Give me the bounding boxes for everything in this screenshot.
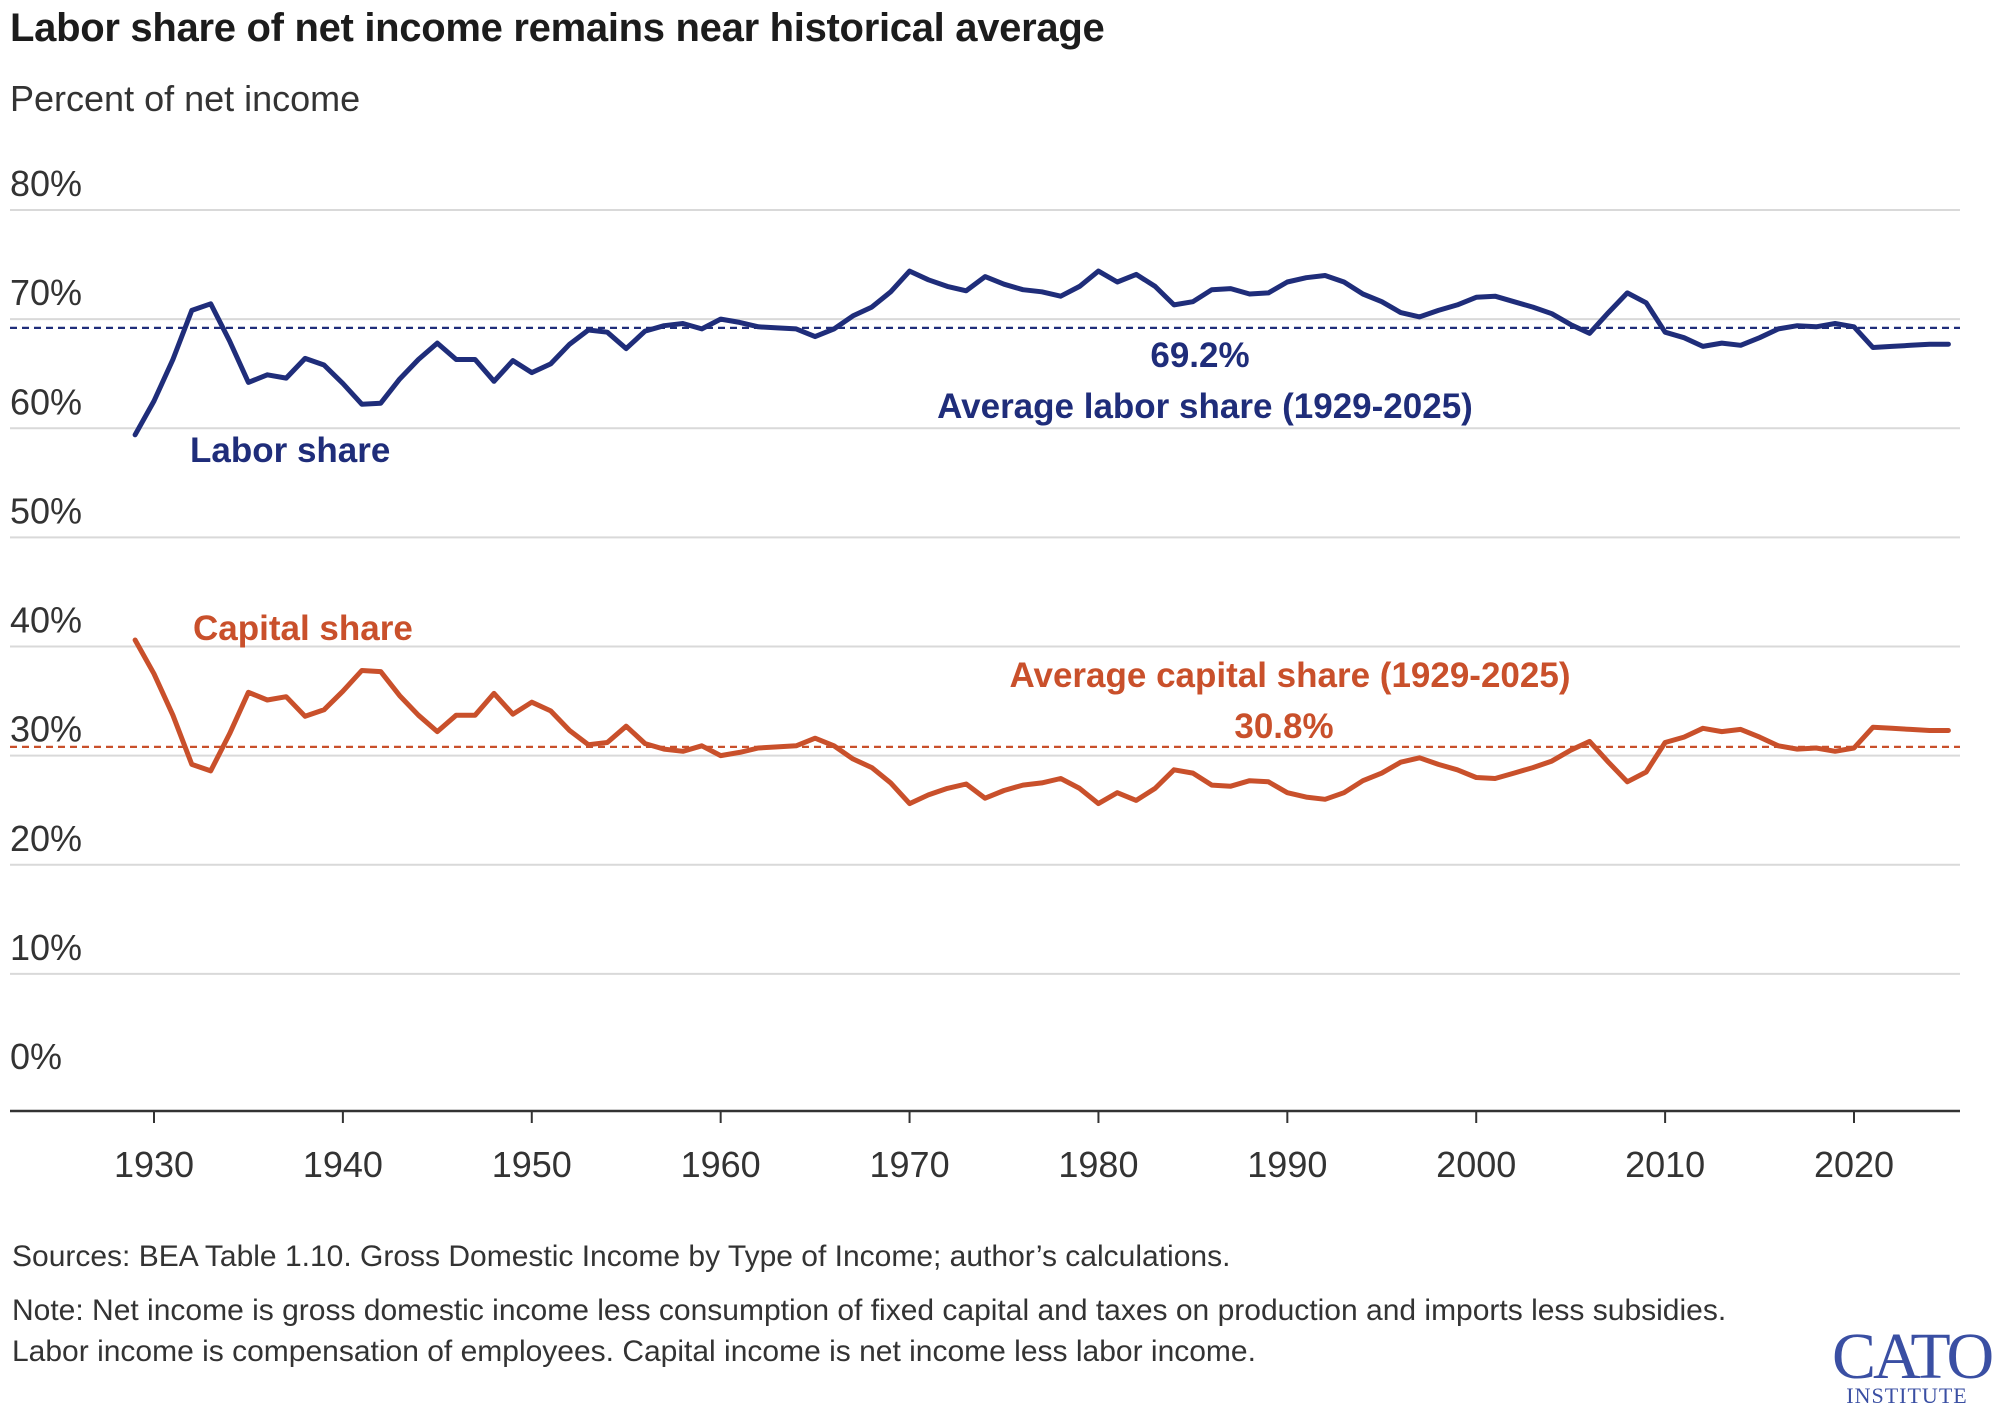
y-tick-label-40: 40% <box>10 600 82 641</box>
x-tick-label-1980: 1980 <box>1058 1144 1138 1185</box>
x-tick-label-1950: 1950 <box>492 1144 572 1185</box>
cato-institute-logo: CATO INSTITUTE <box>1832 1320 1994 1408</box>
sources-text: Sources: BEA Table 1.10. Gross Domestic … <box>12 1240 1231 1273</box>
capital-average-label: Average capital share (1929-2025) <box>1010 656 1571 695</box>
x-tick-label-2000: 2000 <box>1436 1144 1516 1185</box>
y-tick-label-0: 0% <box>10 1036 62 1077</box>
y-tick-label-80: 80% <box>10 163 82 204</box>
x-axis: 1930 1940 1950 1960 1970 1980 1990 2000 2010 2020 <box>10 1109 1960 1185</box>
capital-average-value: 30.8% <box>1234 707 1333 746</box>
x-tick-label-2010: 2010 <box>1625 1144 1705 1185</box>
y-tick-label-30: 30% <box>10 709 82 750</box>
y-tick-labels: 0% 10% 20% 30% 40% 50% 60% 70% 80% <box>10 163 82 1077</box>
y-tick-label-70: 70% <box>10 272 82 313</box>
gridlines <box>10 209 1960 975</box>
series-lines <box>132 268 1951 807</box>
labor-average-value: 69.2% <box>1150 336 1249 375</box>
capital-share-label: Capital share <box>193 609 413 648</box>
x-tick-label-1960: 1960 <box>681 1144 761 1185</box>
labor-average-label: Average labor share (1929-2025) <box>937 387 1473 426</box>
logo-wordmark: CATO <box>1832 1320 1994 1393</box>
y-tick-label-10: 10% <box>10 927 82 968</box>
line-chart: 0%10%20%30%40%50%60%70%80% 1930 1940 1950 1… <box>10 163 1960 1185</box>
y-tick-label-50: 50% <box>10 490 82 531</box>
y-tick-label-20: 20% <box>10 818 82 859</box>
x-tick-label-1940: 1940 <box>303 1144 383 1185</box>
y-axis-unit-label: Percent of net income <box>10 78 361 119</box>
series-line-labor <box>132 268 1951 438</box>
logo-subtext: INSTITUTE <box>1846 1383 1968 1408</box>
series-line-capital <box>132 637 1951 807</box>
x-tick-label-1930: 1930 <box>114 1144 194 1185</box>
labor-share-label: Labor share <box>190 431 390 470</box>
x-tick-label-2020: 2020 <box>1814 1144 1894 1185</box>
chart-title: Labor share of net income remains near h… <box>10 6 1105 50</box>
reference-lines <box>10 326 1960 748</box>
chart-annotations: Labor share Capital share 69.2% Average … <box>190 336 1570 746</box>
y-tick-label-60: 60% <box>10 381 82 422</box>
x-tick-label-1970: 1970 <box>870 1144 950 1185</box>
x-tick-label-1990: 1990 <box>1247 1144 1327 1185</box>
note-text: Note: Net income is gross domestic incom… <box>12 1294 1727 1368</box>
